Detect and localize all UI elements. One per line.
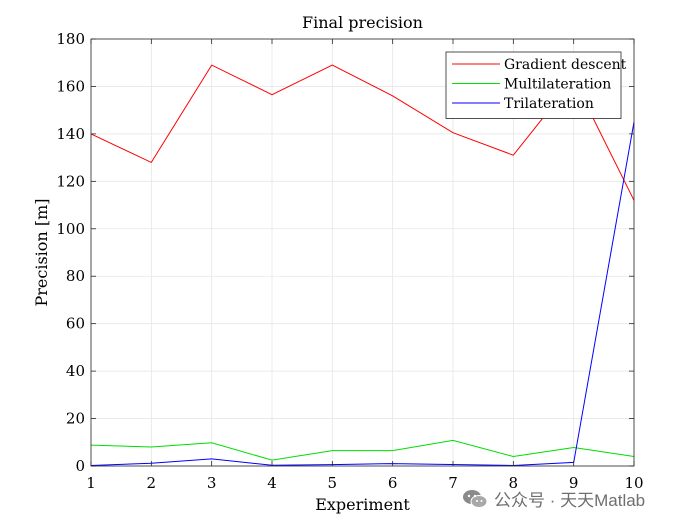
x-axis-label: Experiment	[315, 495, 410, 514]
legend: Gradient descent Multilateration Trilatera…	[445, 51, 627, 119]
y-tick-label: 120	[56, 172, 85, 190]
series-line-multilateration	[90, 439, 635, 461]
watermark-text: 公众号 · 天天Matlab	[494, 491, 646, 510]
y-tick-label: 180	[56, 30, 85, 48]
legend-box	[445, 51, 622, 119]
y-tick-label: 160	[56, 77, 85, 95]
x-tick-label: 10	[624, 474, 643, 492]
wechat-icon	[463, 489, 488, 508]
y-tick-label: 40	[66, 362, 85, 380]
y-tick-label: 100	[56, 220, 85, 238]
x-tick-label: 4	[267, 474, 277, 492]
x-tick-label: 9	[569, 474, 579, 492]
legend-label: Trilateration	[504, 96, 594, 112]
legend-label: Multilateration	[504, 77, 611, 93]
x-tick-label: 3	[207, 474, 217, 492]
x-tick-label: 6	[388, 474, 398, 492]
x-tick-label: 1	[86, 474, 96, 492]
x-tick-label: 5	[328, 474, 338, 492]
x-tick-label: 8	[509, 474, 519, 492]
axes-box	[90, 38, 635, 467]
chart-title: Final precision	[302, 13, 423, 32]
legend-label: Gradient descent	[504, 57, 627, 73]
x-tick-label: 7	[448, 474, 458, 492]
y-axis-label: Precision [m]	[32, 199, 51, 307]
y-tick-label: 60	[66, 315, 85, 333]
watermark: 公众号 · 天天Matlab	[462, 486, 645, 511]
y-tick-label: 80	[66, 267, 85, 285]
y-tick-label: 20	[66, 410, 85, 428]
x-tick-label: 2	[147, 474, 157, 492]
y-tick-label: 140	[56, 125, 85, 143]
y-tick-label: 0	[75, 457, 85, 475]
